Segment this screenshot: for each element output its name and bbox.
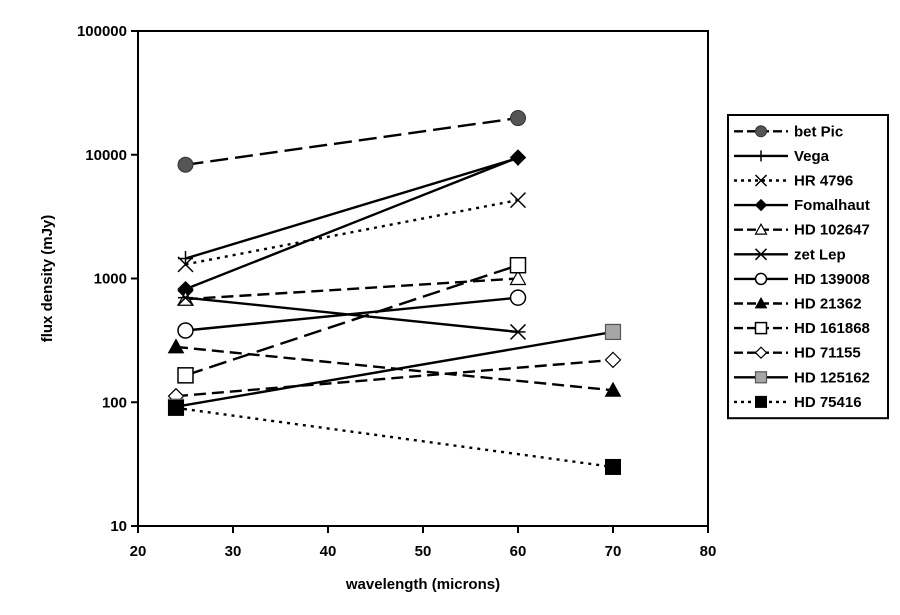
legend-marker-hr-4796 <box>754 174 768 187</box>
legend-marker-hd-139008 <box>754 272 768 286</box>
series-line-hd-139008 <box>185 296 519 332</box>
legend-label-zet-lep: zet Lep <box>794 246 846 263</box>
data-point-hd-75416 <box>168 399 184 416</box>
x-axis-title: wavelength (microns) <box>345 576 500 593</box>
plot-area: 10 100 1000 10000 100000 20 30 40 50 60 70 80 wavele… <box>39 23 716 593</box>
data-point-bet-pic <box>510 110 526 127</box>
data-point-hd-161868 <box>509 256 527 274</box>
x-tick-label: 20 <box>130 543 147 560</box>
legend-label-hr-4796: HR 4796 <box>794 173 853 190</box>
legend-label-hd-125162: HD 125162 <box>794 369 870 386</box>
x-tick-label: 40 <box>320 543 337 560</box>
series-line-vega <box>185 156 519 260</box>
x-tick-label: 30 <box>225 543 242 560</box>
legend-marker-hd-125162 <box>754 371 768 384</box>
data-point-hd-71155 <box>604 351 622 369</box>
data-point-hd-102647 <box>509 269 527 286</box>
series-line-hd-102647 <box>185 277 519 301</box>
data-point-hd-161868 <box>177 367 194 384</box>
legend-label-hd-102647: HD 102647 <box>794 222 870 239</box>
legend-marker-vega <box>755 150 767 162</box>
data-point-hd-21362 <box>167 338 185 354</box>
y-axis-title: flux density (mJy) <box>39 215 56 343</box>
series-line-hd-75416 <box>175 406 614 469</box>
legend-label-hd-161868: HD 161868 <box>794 320 870 337</box>
series-line-hd-71155 <box>175 358 614 398</box>
legend-marker-bet-pic <box>755 125 767 138</box>
legend-marker-hd-75416 <box>755 395 767 408</box>
data-point-bet-pic <box>177 156 194 173</box>
series-line-bet-pic <box>185 116 519 166</box>
legend-marker-hd-71155 <box>754 346 768 360</box>
series-line-fomalhaut <box>185 156 519 291</box>
legend-marker-hd-21362 <box>754 296 768 309</box>
data-point-hd-139008 <box>177 322 194 339</box>
data-point-zet-lep <box>509 323 527 340</box>
legend-label-hd-21362: HD 21362 <box>794 296 862 313</box>
y-tick-label: 10000 <box>85 147 127 164</box>
data-point-hd-21362 <box>604 381 622 397</box>
legend-marker-hd-102647 <box>754 222 768 235</box>
legend-label-vega: Vega <box>794 148 830 165</box>
data-point-zet-lep <box>177 289 194 306</box>
legend-label-hd-139008: HD 139008 <box>794 271 870 288</box>
y-tick-label: 100 <box>102 394 127 411</box>
x-tick-label: 50 <box>415 543 432 560</box>
series-line-hd-161868 <box>185 264 519 377</box>
y-tick-label: 10 <box>110 518 127 535</box>
x-tick-label: 70 <box>605 543 622 560</box>
y-tick-label: 100000 <box>77 23 127 40</box>
data-point-hd-125162 <box>604 323 622 341</box>
data-point-hd-139008 <box>509 289 527 306</box>
legend-label-hd-71155: HD 71155 <box>794 345 861 362</box>
series-line-hd-125162 <box>175 330 614 408</box>
series-line-hr-4796 <box>185 198 519 266</box>
data-point-hr-4796 <box>509 192 527 209</box>
data-point-hr-4796 <box>177 256 194 273</box>
legend-marker-fomalhaut <box>754 198 768 212</box>
legend-box <box>727 114 889 420</box>
data-point-hd-75416 <box>605 458 621 475</box>
x-tick-label: 60 <box>510 543 527 560</box>
legend: bet Pic Vega HR 4796 Fomalhaut HD 102647 zet … <box>727 114 889 420</box>
y-tick-label: 1000 <box>94 271 127 288</box>
legend-label-fomalhaut: Fomalhaut <box>794 197 870 214</box>
legend-marker-hd-161868 <box>754 321 768 335</box>
plot-frame <box>137 30 709 527</box>
x-tick-label: 80 <box>700 543 717 560</box>
legend-marker-zet-lep <box>754 248 768 261</box>
legend-label-bet-pic: bet Pic <box>794 123 843 140</box>
legend-label-hd-75416: HD 75416 <box>794 394 862 411</box>
data-point-fomalhaut <box>509 149 527 166</box>
